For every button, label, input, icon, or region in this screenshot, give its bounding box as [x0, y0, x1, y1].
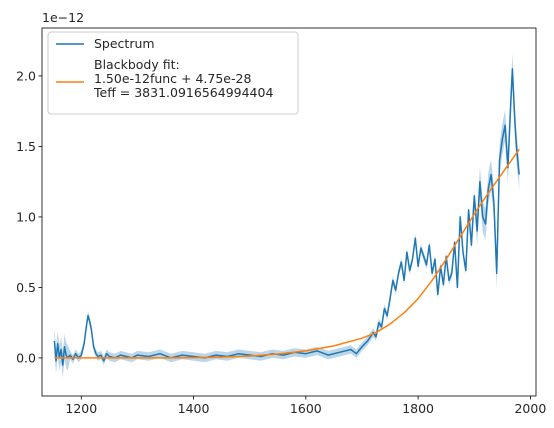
legend-box [47, 31, 299, 115]
x-tick-label: 1400 [178, 401, 210, 416]
x-tick-label: 1800 [402, 401, 434, 416]
tick-layer: 1200 1400 1600 1800 2000 0.0 0.5 1.0 1.5 2.0 [16, 68, 546, 416]
y-tick-label: 1.0 [16, 209, 36, 224]
blackbody-fit-line [54, 148, 520, 359]
y-tick-label: 2.0 [16, 68, 36, 83]
legend-label-blackbody-fit-line: Blackbody fit: [94, 57, 180, 72]
y-tick-label: 1.5 [16, 139, 36, 154]
y-tick-label: 0.0 [16, 350, 36, 365]
x-tick-label: 1200 [65, 401, 97, 416]
axes-layer [41, 27, 537, 397]
legend: Spectrum Blackbody fit:1.50e-12func + 4.7… [47, 31, 299, 115]
x-tick-label: 1600 [290, 401, 322, 416]
legend-label-spectrum: Spectrum [94, 36, 155, 51]
x-tick-label: 2000 [514, 401, 546, 416]
legend-label-blackbody-fit-line: 1.50e-12func + 4.75e-28 [94, 71, 251, 86]
axes-frame [41, 27, 537, 397]
series-line-layer [53, 68, 520, 366]
y-axis-offset-label: 1e−12 [42, 10, 84, 25]
legend-label-blackbody-fit-line: Teff = 3831.0916564994404 [93, 85, 273, 100]
y-tick-label: 0.5 [16, 280, 36, 295]
spectrum-line [53, 68, 520, 366]
